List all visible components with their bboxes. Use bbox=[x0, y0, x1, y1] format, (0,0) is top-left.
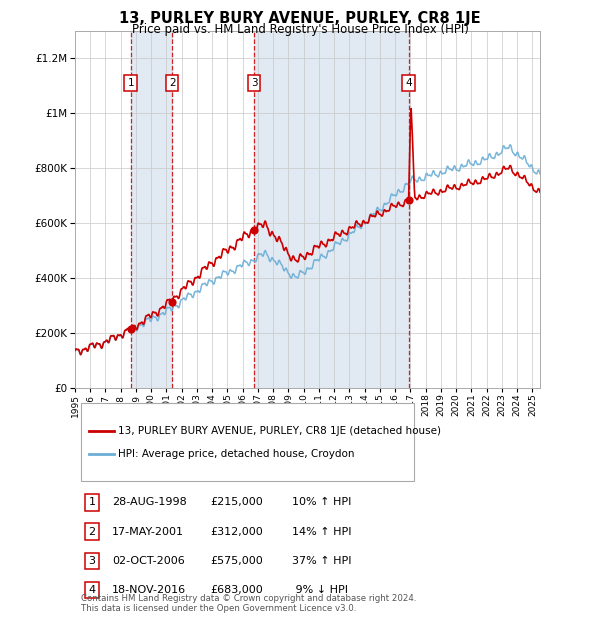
Text: £575,000: £575,000 bbox=[211, 556, 263, 565]
Text: 2: 2 bbox=[88, 526, 95, 536]
Text: 1: 1 bbox=[127, 78, 134, 88]
Bar bbox=[254, 31, 409, 388]
Point bbox=[167, 298, 177, 308]
Point bbox=[250, 225, 259, 235]
Text: 13, PURLEY BURY AVENUE, PURLEY, CR8 1JE: 13, PURLEY BURY AVENUE, PURLEY, CR8 1JE bbox=[119, 11, 481, 26]
Text: 13, PURLEY BURY AVENUE, PURLEY, CR8 1JE (detached house): 13, PURLEY BURY AVENUE, PURLEY, CR8 1JE … bbox=[118, 426, 442, 436]
Text: 17-MAY-2001: 17-MAY-2001 bbox=[112, 526, 184, 536]
Text: Contains HM Land Registry data © Crown copyright and database right 2024.
This d: Contains HM Land Registry data © Crown c… bbox=[81, 593, 416, 613]
Text: 18-NOV-2016: 18-NOV-2016 bbox=[112, 585, 187, 595]
Text: 4: 4 bbox=[88, 585, 95, 595]
FancyBboxPatch shape bbox=[81, 404, 415, 481]
Text: 9% ↓ HPI: 9% ↓ HPI bbox=[292, 585, 348, 595]
Text: 3: 3 bbox=[251, 78, 257, 88]
Text: 4: 4 bbox=[405, 78, 412, 88]
Text: 3: 3 bbox=[89, 556, 95, 565]
Point bbox=[126, 324, 136, 334]
Text: 1: 1 bbox=[89, 497, 95, 507]
Text: £312,000: £312,000 bbox=[211, 526, 263, 536]
Bar bbox=[131, 31, 172, 388]
Text: 37% ↑ HPI: 37% ↑ HPI bbox=[292, 556, 352, 565]
Text: 02-OCT-2006: 02-OCT-2006 bbox=[112, 556, 185, 565]
Text: 10% ↑ HPI: 10% ↑ HPI bbox=[292, 497, 352, 507]
Text: 28-AUG-1998: 28-AUG-1998 bbox=[112, 497, 187, 507]
Text: 2: 2 bbox=[169, 78, 175, 88]
Point bbox=[404, 195, 413, 205]
Text: Price paid vs. HM Land Registry's House Price Index (HPI): Price paid vs. HM Land Registry's House … bbox=[131, 23, 469, 36]
Text: 14% ↑ HPI: 14% ↑ HPI bbox=[292, 526, 352, 536]
Text: £215,000: £215,000 bbox=[211, 497, 263, 507]
Text: £683,000: £683,000 bbox=[211, 585, 263, 595]
Text: HPI: Average price, detached house, Croydon: HPI: Average price, detached house, Croy… bbox=[118, 449, 355, 459]
